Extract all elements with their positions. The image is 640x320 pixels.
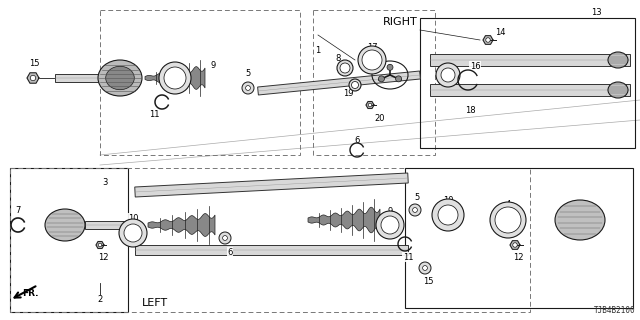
Polygon shape: [308, 207, 380, 233]
Polygon shape: [483, 36, 493, 44]
Polygon shape: [430, 54, 630, 66]
Circle shape: [422, 266, 428, 270]
Circle shape: [340, 63, 350, 73]
Text: 10: 10: [128, 213, 138, 222]
Ellipse shape: [608, 82, 628, 98]
Text: 11: 11: [148, 109, 159, 118]
Circle shape: [246, 86, 250, 91]
Text: 15: 15: [29, 59, 39, 68]
Polygon shape: [145, 67, 205, 89]
Polygon shape: [430, 84, 630, 96]
Circle shape: [409, 204, 421, 216]
Polygon shape: [85, 221, 128, 229]
Bar: [405, 168, 633, 308]
Bar: [10, 168, 530, 312]
Text: 3: 3: [102, 178, 108, 187]
Circle shape: [413, 208, 417, 212]
Ellipse shape: [98, 60, 142, 96]
Text: 12: 12: [513, 253, 524, 262]
Text: 5: 5: [414, 193, 420, 202]
Polygon shape: [366, 101, 374, 108]
Circle shape: [124, 224, 142, 242]
Circle shape: [378, 76, 385, 82]
Polygon shape: [135, 245, 408, 255]
Polygon shape: [55, 74, 100, 82]
Circle shape: [98, 243, 102, 247]
Text: LEFT: LEFT: [142, 298, 168, 308]
Polygon shape: [27, 73, 39, 83]
Text: TJB4B2100: TJB4B2100: [593, 306, 635, 315]
Circle shape: [513, 243, 517, 247]
Text: 19: 19: [343, 89, 353, 98]
Text: 9: 9: [387, 206, 392, 215]
Text: 7: 7: [15, 205, 20, 214]
Text: 9: 9: [211, 60, 216, 69]
Text: 15: 15: [423, 276, 433, 285]
Ellipse shape: [106, 66, 134, 90]
Polygon shape: [96, 242, 104, 248]
Polygon shape: [258, 71, 420, 95]
Circle shape: [30, 75, 36, 81]
Circle shape: [436, 63, 460, 87]
Ellipse shape: [555, 200, 605, 240]
Text: 6: 6: [355, 135, 360, 145]
Circle shape: [349, 79, 361, 91]
Circle shape: [164, 67, 186, 89]
Text: 20: 20: [375, 114, 385, 123]
Polygon shape: [148, 213, 215, 236]
Text: 12: 12: [98, 252, 108, 261]
Text: 5: 5: [245, 68, 251, 77]
Circle shape: [438, 205, 458, 225]
Bar: [10, 168, 128, 312]
Circle shape: [242, 82, 254, 94]
Circle shape: [337, 60, 353, 76]
Circle shape: [441, 68, 455, 82]
Bar: [313, 10, 435, 155]
Polygon shape: [510, 241, 520, 249]
Text: 2: 2: [97, 295, 102, 305]
Text: 18: 18: [465, 106, 476, 115]
Circle shape: [358, 46, 386, 74]
Ellipse shape: [45, 209, 85, 241]
Circle shape: [396, 76, 401, 82]
Bar: [100, 10, 300, 155]
Circle shape: [490, 202, 526, 238]
Circle shape: [159, 62, 191, 94]
Circle shape: [486, 38, 490, 42]
Circle shape: [368, 103, 372, 107]
Text: 11: 11: [403, 252, 413, 261]
Circle shape: [351, 82, 358, 89]
Ellipse shape: [608, 52, 628, 68]
Circle shape: [419, 262, 431, 274]
Polygon shape: [135, 173, 408, 197]
Text: FR.: FR.: [22, 289, 38, 298]
Bar: [420, 18, 635, 148]
Text: 8: 8: [335, 53, 340, 62]
Circle shape: [362, 50, 382, 70]
Text: 17: 17: [367, 43, 378, 52]
Circle shape: [381, 216, 399, 234]
Circle shape: [119, 219, 147, 247]
Circle shape: [376, 211, 404, 239]
Text: 4: 4: [506, 199, 511, 209]
Text: 1: 1: [316, 45, 321, 54]
Circle shape: [219, 232, 231, 244]
Circle shape: [495, 207, 521, 233]
Text: 14: 14: [495, 28, 505, 36]
Text: 13: 13: [591, 7, 602, 17]
Circle shape: [223, 236, 227, 240]
Circle shape: [432, 199, 464, 231]
Text: 6: 6: [227, 247, 233, 257]
Text: RIGHT: RIGHT: [383, 17, 417, 27]
Text: 16: 16: [470, 61, 480, 70]
Text: 10: 10: [443, 196, 453, 204]
Circle shape: [387, 64, 393, 70]
